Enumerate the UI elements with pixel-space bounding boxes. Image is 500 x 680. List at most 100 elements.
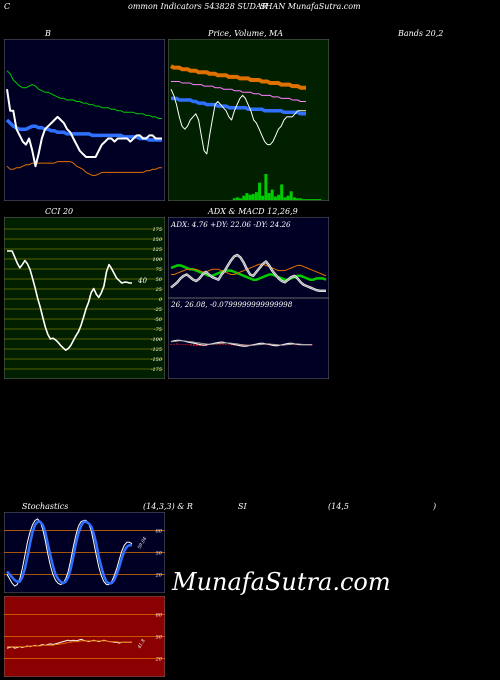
- cci-tick-label: 0: [159, 297, 163, 303]
- volume-bar: [302, 199, 306, 200]
- macd-panel: 26, 26.08, -0.0799999999999998: [168, 298, 329, 379]
- volume-bar: [264, 174, 268, 200]
- macd-macd-line: [170, 339, 312, 347]
- volume-bar: [258, 182, 262, 200]
- macd-values-text: 26, 26.08, -0.0799999999999998: [170, 300, 293, 309]
- adx-values-text: ADX: 4.76 +DY: 22.06 -DY: 24.26: [170, 220, 291, 229]
- bollinger-upper-line: [6, 70, 162, 119]
- volume-bar: [283, 197, 287, 200]
- bollinger-price-line: [6, 89, 162, 168]
- bollinger-panel: [4, 39, 165, 201]
- bollinger-background: [4, 39, 165, 201]
- volume-bar: [251, 193, 255, 200]
- cci-tick-label: 150: [152, 237, 162, 243]
- rsi-panel: 80 50 20 41.8: [4, 596, 165, 677]
- label-bands: Bands 20,2: [398, 29, 444, 38]
- macd-histogram-bar: [218, 343, 221, 345]
- stoch-d-line: [6, 520, 132, 585]
- cci-tick-label: 175: [152, 227, 162, 233]
- macd-histogram-bar: [259, 343, 262, 345]
- volume-bar: [261, 195, 265, 200]
- label-cci: CCI 20: [45, 207, 74, 216]
- header-title-right: SHAN MunafaSutra.com: [260, 2, 361, 11]
- rsi-mrsi-line: [7, 640, 132, 648]
- header-title-left: ommon Indicators 543828 SUDAR: [128, 2, 268, 11]
- macd-histogram-bar: [288, 343, 290, 345]
- adx-chart: ADX: 4.76 +DY: 22.06 -DY: 24.26: [168, 217, 329, 298]
- cci-chart: 175 150 125 100 75 50 25 0 -25 -50 -75 -100 -125 -150…: [4, 217, 165, 379]
- stochastics-panel: 80 50 20 59.04: [4, 512, 165, 593]
- price-background: [168, 39, 329, 201]
- label-rsi-params: (14,5: [328, 502, 349, 511]
- volume-bar: [315, 199, 318, 200]
- volume-bar: [242, 195, 246, 200]
- macd-chart: 26, 26.08, -0.0799999999999998: [168, 298, 329, 379]
- volume-bar: [245, 193, 249, 200]
- volume-bar: [239, 198, 243, 200]
- volume-bar: [280, 184, 284, 200]
- adx-dy-line: [171, 263, 327, 277]
- adx-adx-line: [170, 254, 326, 292]
- macd-histogram-bar: [193, 344, 195, 346]
- cci-tick-label: 25: [155, 287, 162, 293]
- stoch-level-label: 20: [155, 572, 163, 578]
- macd-histogram-bar: [224, 344, 227, 345]
- volume-bar: [254, 192, 258, 200]
- cci-tick-label: -125: [151, 347, 162, 353]
- label-stoch-params: (14,3,3) & R: [143, 502, 193, 511]
- macd-histogram-bar: [187, 344, 190, 346]
- label-adx-macd: ADX & MACD 12,26,9: [208, 207, 298, 216]
- cci-tick-label: -50: [154, 317, 163, 323]
- macd-histogram-bar: [250, 344, 253, 345]
- cci-background: [4, 217, 165, 379]
- macd-histogram-bar: [178, 343, 181, 345]
- macd-background: [168, 298, 329, 379]
- price-price-line: [170, 88, 306, 155]
- watermark: MunafaSutra.com: [172, 568, 391, 596]
- macd-histogram-bar: [175, 343, 178, 345]
- cci-tick-label: 50: [156, 277, 163, 283]
- macd-signal-line: [170, 340, 312, 346]
- macd-histogram-bar: [230, 344, 233, 346]
- rsi-level-label: 20: [155, 656, 163, 662]
- volume-bar: [277, 194, 281, 200]
- macd-histogram-bar: [265, 344, 267, 346]
- cci-tick-label: 125: [152, 247, 162, 253]
- header-c: C: [4, 2, 11, 11]
- macd-histogram-bar: [239, 344, 242, 346]
- volume-bar: [318, 199, 322, 200]
- cci-last-value: 40: [137, 277, 147, 285]
- macd-histogram-bar: [221, 343, 224, 345]
- label-rsi-close: ): [433, 502, 437, 511]
- adx-panel: ADX: 4.76 +DY: 22.06 -DY: 24.26: [168, 217, 329, 298]
- cci-tick-label: 100: [152, 257, 162, 263]
- macd-histogram-bar: [190, 344, 193, 346]
- cci-tick-label: -150: [151, 357, 163, 363]
- cci-tick-label: -25: [154, 307, 162, 313]
- macd-histogram-bar: [273, 344, 276, 346]
- volume-bar: [273, 196, 277, 200]
- price-ma_fast-line: [171, 96, 306, 116]
- volume-bar: [289, 191, 293, 200]
- cci-tick-label: -175: [151, 367, 162, 373]
- rsi-chart: 80 50 20 41.8: [4, 596, 165, 677]
- volume-bar: [270, 189, 274, 200]
- stoch-level-label: 50: [156, 551, 163, 557]
- macd-histogram-bar: [195, 344, 198, 346]
- cci-line: [7, 250, 132, 351]
- volume-bar: [311, 199, 315, 200]
- label-stochastics: Stochastics: [22, 502, 69, 511]
- label-price-volume-ma: Price, Volume, MA: [208, 29, 284, 38]
- macd-histogram-bar: [172, 343, 175, 345]
- volume-bar: [248, 194, 252, 200]
- volume-bar: [235, 197, 239, 200]
- price-ma_long-line: [170, 64, 306, 90]
- rsi-last-value: 41.8: [136, 638, 147, 651]
- macd-histogram-bar: [293, 344, 296, 346]
- price-ma_mid-line: [171, 81, 306, 102]
- volume-bar: [299, 198, 303, 200]
- macd-histogram-bar: [170, 344, 172, 345]
- stoch-level-label: 80: [156, 529, 163, 535]
- cci-panel: 175 150 125 100 75 50 25 0 -25 -50 -75 -100 -125 -150…: [4, 217, 165, 379]
- volume-bar: [296, 198, 299, 200]
